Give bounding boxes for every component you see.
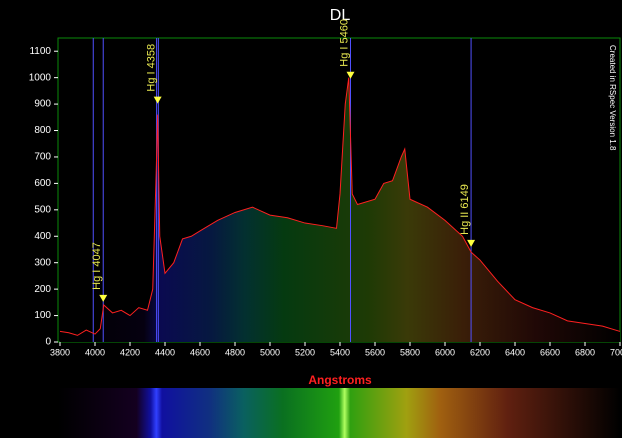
x-tick-label: 4200 [120, 347, 140, 357]
peak-marker [153, 96, 162, 104]
peak-label: Hg I 4358 [146, 44, 158, 92]
y-tick-label: 1000 [29, 72, 52, 83]
y-tick-label: 600 [34, 178, 51, 189]
y-tick-label: 700 [34, 152, 51, 163]
x-tick-label: 6800 [575, 347, 595, 357]
y-tick-label: 200 [34, 284, 51, 295]
y-tick-label: 100 [34, 310, 51, 321]
x-tick-label: 5800 [400, 347, 420, 357]
peak-label: Hg I 4047 [91, 242, 103, 290]
x-tick-label: 3800 [50, 347, 70, 357]
x-tick-label: 7000 [610, 347, 622, 357]
spectrum-fill [60, 77, 620, 343]
peak-label: Hg I 5460 [338, 19, 350, 67]
y-tick-label: 500 [34, 204, 51, 215]
y-tick-label: 900 [34, 99, 51, 110]
x-tick-label: 6600 [540, 347, 560, 357]
x-tick-label: 4600 [190, 347, 210, 357]
peak-marker [467, 239, 476, 247]
x-tick-label: 4800 [225, 347, 245, 357]
x-tick-label: 5000 [260, 347, 280, 357]
x-axis-label: Angstroms [308, 373, 372, 387]
x-tick-label: 5600 [365, 347, 385, 357]
x-tick-label: 6400 [505, 347, 525, 357]
y-tick-label: 0 [45, 337, 51, 348]
y-tick-label: 400 [34, 231, 51, 242]
x-tick-label: 4400 [155, 347, 175, 357]
y-tick-label: 800 [34, 125, 51, 136]
peak-label: Hg II 6149 [459, 184, 471, 235]
spectrum-line [59, 77, 621, 336]
x-tick-label: 5200 [295, 347, 315, 357]
x-tick-label: 4000 [85, 347, 105, 357]
x-tick-label: 6200 [470, 347, 490, 357]
annotation: Created in RSpec Version 1.8 [608, 45, 617, 151]
chart-title: DL [330, 7, 351, 24]
x-tick-label: 5400 [330, 347, 350, 357]
y-tick-label: 300 [34, 257, 51, 268]
spectrum-strip [58, 388, 620, 438]
x-tick-label: 6000 [435, 347, 455, 357]
peak-marker [99, 294, 108, 302]
y-tick-label: 1100 [29, 46, 51, 57]
peak-marker [346, 71, 355, 79]
